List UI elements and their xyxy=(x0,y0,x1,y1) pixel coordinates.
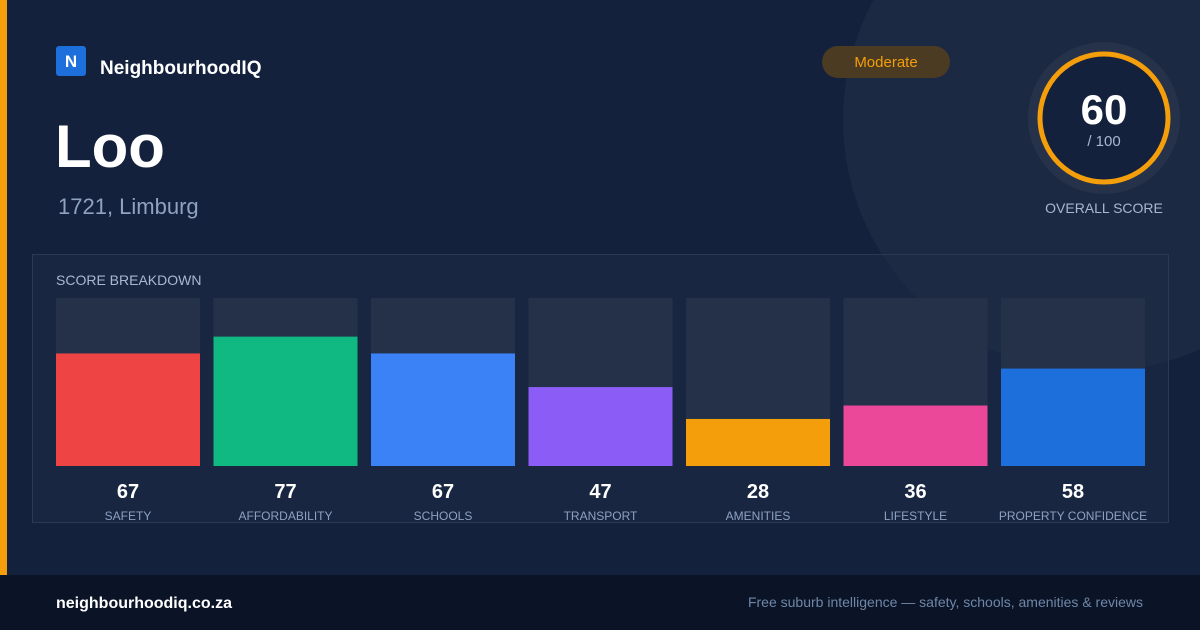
score-value: 60 xyxy=(1081,86,1128,133)
value-label: 28 xyxy=(747,481,769,503)
bar xyxy=(1001,368,1145,466)
value-label: 77 xyxy=(274,481,296,503)
value-label: 67 xyxy=(432,481,454,503)
bar xyxy=(56,353,200,466)
footer-site: neighbourhoodiq.co.za xyxy=(56,595,232,612)
score-max: / 100 xyxy=(1087,133,1120,150)
bar xyxy=(843,405,988,466)
category-label: TRANSPORT xyxy=(564,509,638,523)
score-ring xyxy=(1037,51,1171,185)
footer xyxy=(0,575,1200,630)
bar xyxy=(686,418,830,466)
value-label: 58 xyxy=(1062,481,1084,503)
category-label: LIFESTYLE xyxy=(884,509,947,523)
category-label: SAFETY xyxy=(105,509,152,523)
value-label: 47 xyxy=(589,481,611,503)
subtitle: 1721, Limburg xyxy=(58,194,199,219)
chart-title: SCORE BREAKDOWN xyxy=(56,272,201,288)
score-label: OVERALL SCORE xyxy=(1045,200,1163,216)
category-label: AMENITIES xyxy=(726,509,791,523)
bar xyxy=(213,336,358,466)
badge-text: Moderate xyxy=(854,54,917,71)
category-label: AFFORDABILITY xyxy=(238,509,332,523)
bar xyxy=(371,353,515,466)
value-label: 36 xyxy=(904,481,926,503)
accent-stripe xyxy=(0,0,7,575)
brand-name: NeighbourhoodIQ xyxy=(100,58,261,79)
title: Loo xyxy=(55,113,165,180)
logo xyxy=(56,46,86,76)
category-label: SCHOOLS xyxy=(414,509,473,523)
value-label: 67 xyxy=(117,481,139,503)
bars: 67 SAFETY 77 AFFORDABILITY 67 SCHOOLS 47 TRANSP… xyxy=(56,298,1147,523)
category-label: PROPERTY CONFIDENCE xyxy=(999,509,1147,523)
footer-tagline: Free suburb intelligence — safety, schoo… xyxy=(748,594,1143,610)
logo-letter: N xyxy=(65,52,77,71)
bar xyxy=(528,387,673,466)
badge xyxy=(822,46,950,78)
